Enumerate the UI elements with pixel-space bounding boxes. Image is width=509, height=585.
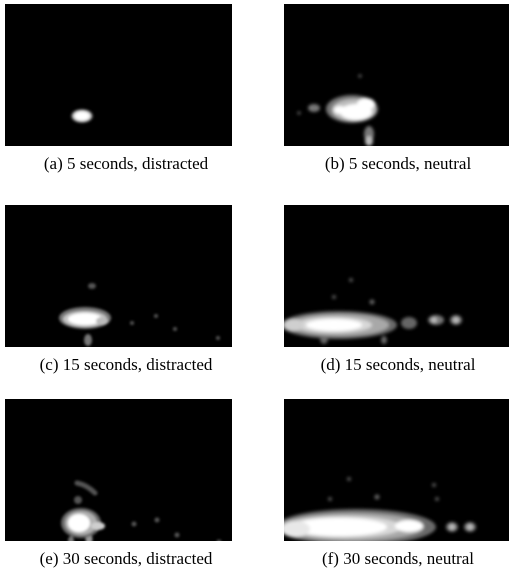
heatmap-d <box>284 205 509 347</box>
caption-a: (a) 5 seconds, distracted <box>43 154 209 173</box>
panel-a: (a) 5 seconds, distracted <box>0 0 252 190</box>
heatmap-f <box>284 399 509 541</box>
caption-c: (c) 15 seconds, distracted <box>39 355 213 374</box>
heatmap-a <box>5 4 232 146</box>
panel-e: (e) 30 seconds, distracted <box>0 395 252 585</box>
caption-f: (f) 30 seconds, neutral <box>321 549 474 568</box>
panel-c: (c) 15 seconds, distracted <box>0 201 252 391</box>
heatmap-c <box>5 205 232 347</box>
caption-b: (b) 5 seconds, neutral <box>324 154 472 173</box>
panel-f: (f) 30 seconds, neutral <box>257 395 509 585</box>
caption-d: (d) 15 seconds, neutral <box>320 355 476 374</box>
panel-b: (b) 5 seconds, neutral <box>257 0 509 190</box>
panel-d: (d) 15 seconds, neutral <box>257 201 509 391</box>
heatmap-b <box>284 4 509 146</box>
caption-e: (e) 30 seconds, distracted <box>39 549 213 568</box>
heatmap-e <box>5 399 232 541</box>
